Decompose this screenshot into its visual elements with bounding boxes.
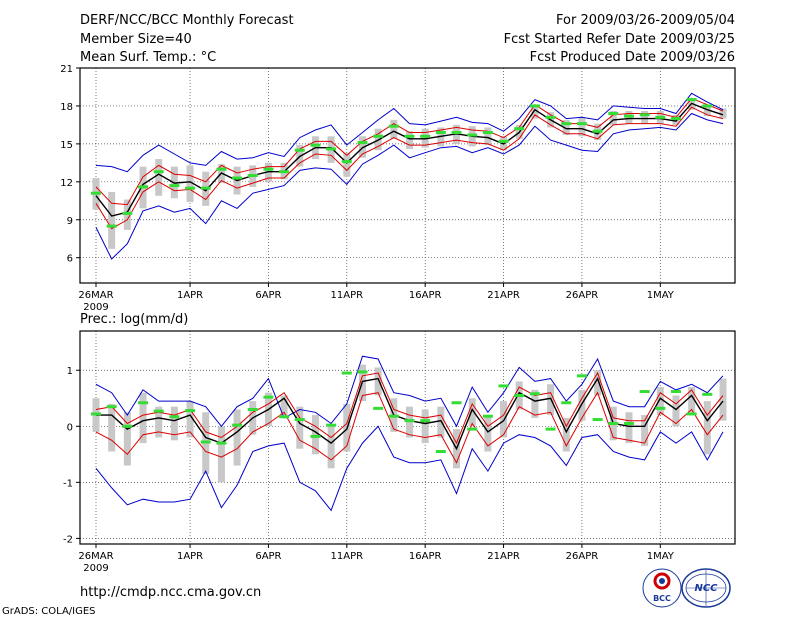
- ensemble-box: [327, 426, 335, 469]
- ensemble-min-line: [95, 425, 724, 512]
- ensemble-box: [688, 387, 696, 413]
- x-tick-label: 16APR: [409, 290, 442, 301]
- ensemble-box: [186, 401, 194, 438]
- ensemble-box: [531, 104, 539, 119]
- ensemble-max-line: [95, 355, 724, 428]
- ensemble-box: [280, 395, 288, 416]
- y-tick-label: 1: [67, 366, 73, 377]
- ensemble-mean-line: [95, 102, 724, 217]
- y-tick-label: 9: [67, 216, 73, 227]
- ensemble-box: [500, 401, 508, 438]
- y-tick-label: 6: [67, 254, 73, 265]
- ensemble-box: [233, 409, 241, 466]
- y-tick-label: -1: [63, 478, 73, 489]
- header-start-date: Fcst Started Refer Date 2009/03/25: [504, 32, 735, 47]
- ensemble-box: [108, 191, 116, 249]
- x-tick-label: 26APR: [566, 290, 599, 301]
- ensemble-box: [531, 389, 539, 418]
- ensemble-box: [108, 403, 116, 452]
- ensemble-box: [390, 119, 398, 139]
- ensemble-box: [641, 415, 649, 446]
- y-tick-label: 12: [60, 178, 73, 189]
- ensemble-box: [468, 398, 476, 427]
- x-tick-label: 21APR: [487, 290, 520, 301]
- temperature-panel: 26MAR 1APR 6APR 11APR 16APR 21APR 26APR 1MAY 200…: [60, 64, 736, 313]
- ensemble-box: [296, 406, 304, 449]
- header-variable: Mean Surf. Temp.: °C: [80, 50, 216, 65]
- x-tick-label: 6APR: [255, 290, 281, 301]
- ensemble-box: [170, 406, 178, 441]
- upper-quartile-line: [95, 371, 724, 445]
- x-tick-label: 1APR: [177, 551, 203, 562]
- x-tick-label: 1APR: [177, 290, 203, 301]
- x-tick-label: 26MAR: [78, 551, 113, 562]
- header-produced-date: Fcst Produced Date 2009/03/26: [530, 50, 735, 65]
- y-tick-label: 0: [67, 422, 73, 433]
- lower-quartile-line: [95, 391, 724, 464]
- ensemble-box: [625, 412, 633, 444]
- plot-frame: [79, 330, 736, 545]
- header-title: DERF/NCC/BCC Monthly Forecast: [80, 13, 294, 28]
- x-tick-label: 11APR: [331, 551, 364, 562]
- x-tick-label: 26MAR: [78, 290, 113, 301]
- ensemble-box: [421, 409, 429, 444]
- header-member-size: Member Size=40: [80, 32, 192, 47]
- ensemble-box: [562, 417, 570, 452]
- ncc-logo: NCC: [681, 568, 731, 608]
- ensemble-box: [217, 426, 225, 483]
- ncc-logo-text: NCC: [694, 583, 718, 594]
- ensemble-box: [609, 111, 617, 125]
- lower-quartile-line: [95, 106, 724, 230]
- x-year-label: 2009: [83, 302, 108, 313]
- plot-frame: [79, 67, 736, 284]
- ensemble-box: [562, 119, 570, 136]
- ensemble-box: [155, 406, 163, 438]
- y-tick-label: -2: [63, 534, 73, 545]
- footer-grads: GrADS: COLA/IGES: [2, 606, 96, 617]
- ensemble-min-line: [95, 112, 724, 260]
- x-tick-label: 11APR: [331, 290, 364, 301]
- bcc-logo-text: BCC: [653, 594, 671, 603]
- x-year-label: 2009: [83, 563, 108, 574]
- ensemble-max-line: [95, 92, 724, 173]
- x-tick-label: 6APR: [255, 551, 281, 562]
- header-period: For 2009/03/26-2009/05/04: [556, 13, 735, 28]
- ensemble-box: [186, 165, 194, 203]
- ensemble-box: [656, 387, 664, 416]
- bcc-logo: BCC: [642, 568, 682, 608]
- ensemble-box: [123, 412, 131, 466]
- ensemble-box: [719, 108, 727, 119]
- precip-panel-title: Prec.: log(mm/d): [80, 312, 188, 327]
- y-tick-label: 21: [60, 64, 73, 75]
- ensemble-box: [343, 152, 351, 177]
- ensemble-box: [578, 117, 586, 137]
- ensemble-box: [484, 415, 492, 452]
- ensemble-box: [594, 370, 602, 396]
- ensemble-box: [155, 159, 163, 196]
- precipitation-panel: 26MAR 1APR 6APR 11APR 16APR 21APR 26APR 1MAY 200…: [63, 330, 736, 574]
- x-tick-label: 16APR: [409, 551, 442, 562]
- ensemble-box: [406, 131, 413, 149]
- x-tick-label: 21APR: [487, 551, 520, 562]
- footer-url: http://cmdp.ncc.cma.gov.cn: [80, 585, 261, 600]
- ensemble-box: [641, 111, 649, 124]
- ensemble-box: [139, 392, 147, 444]
- ensemble-box: [484, 127, 492, 146]
- y-tick-label: 18: [60, 102, 73, 113]
- ensemble-box: [374, 367, 382, 396]
- ensemble-box: [672, 395, 680, 427]
- ensemble-box: [719, 378, 727, 421]
- y-tick-label: 15: [60, 140, 73, 151]
- ensemble-box: [703, 401, 711, 455]
- ensemble-box: [311, 415, 319, 455]
- ensemble-box: [437, 406, 445, 438]
- x-tick-label: 26APR: [566, 551, 599, 562]
- x-tick-label: 1MAY: [647, 290, 675, 301]
- x-tick-label: 1MAY: [647, 551, 675, 562]
- upper-quartile-line: [95, 97, 724, 206]
